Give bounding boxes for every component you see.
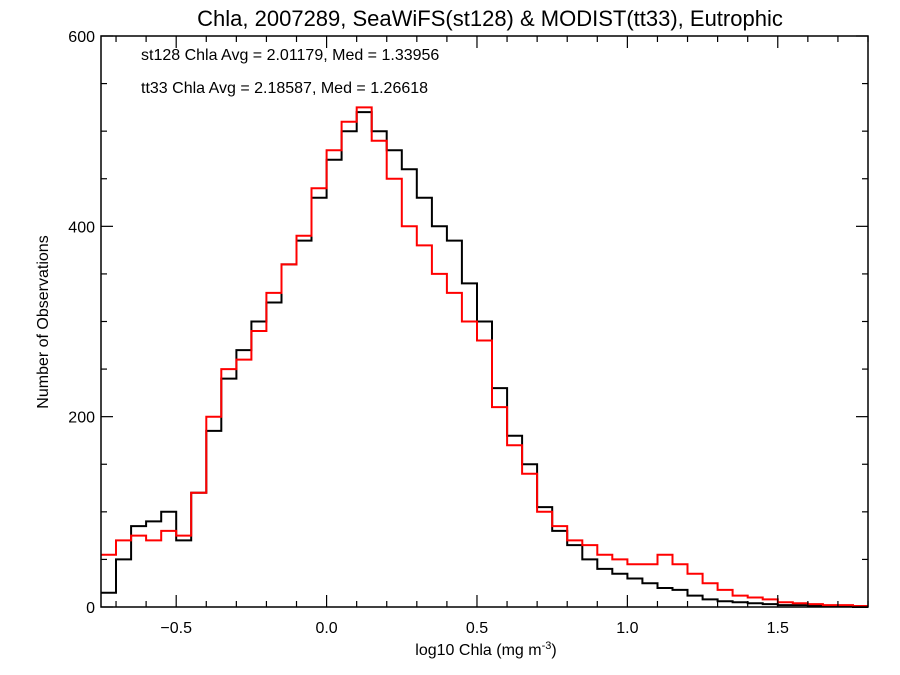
ticks-layer: −0.5 0.0 0.5 1.0 1.5 0 200 400 600 [68, 29, 869, 637]
x-axis-label: log10 Chla (mg m-3) [415, 640, 556, 659]
chart-title: Chla, 2007289, SeaWiFS(st128) & MODIST(t… [197, 6, 783, 31]
series-line-1 [101, 106, 868, 607]
series-layer [101, 106, 868, 608]
annotation-st128: st128 Chla Avg = 2.01179, Med = 1.33956 [141, 47, 439, 64]
x-tick-label: 1.0 [616, 620, 638, 637]
x-tick-label: 0.0 [315, 620, 337, 637]
y-tick-label: 400 [68, 219, 95, 236]
x-tick-label: 0.5 [466, 620, 488, 637]
plot-frame [100, 35, 869, 608]
series-line-0 [101, 111, 868, 608]
y-axis-label: Number of Observations [35, 235, 52, 408]
x-axis-label-close: ) [551, 642, 556, 659]
y-tick-label: 600 [68, 29, 95, 46]
y-tick-label: 200 [68, 410, 95, 427]
x-tick-label: 1.5 [767, 620, 789, 637]
annotation-tt33: tt33 Chla Avg = 2.18587, Med = 1.26618 [141, 80, 428, 97]
x-axis-label-superscript: -3 [542, 640, 552, 652]
y-tick-label: 0 [86, 600, 95, 617]
x-axis-label-main: log10 Chla (mg m [415, 642, 541, 659]
x-tick-label: −0.5 [160, 620, 192, 637]
